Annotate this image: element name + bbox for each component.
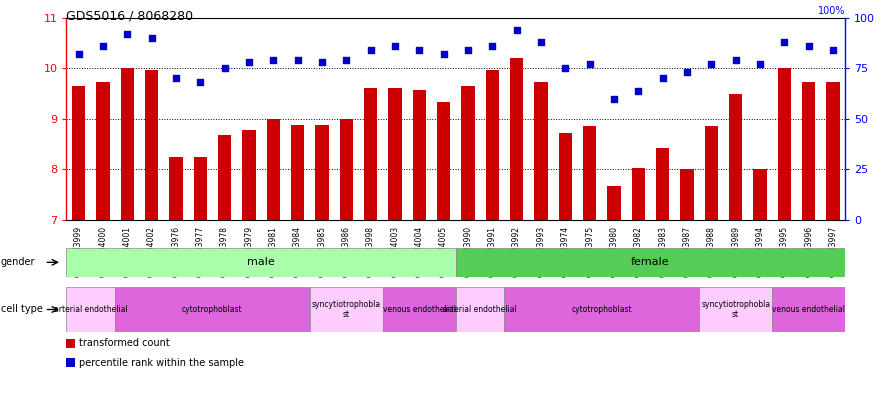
Bar (504, 287, 699, 332)
Bar (729, 94, 743, 220)
Bar (681, 169, 694, 220)
Bar (266, 119, 280, 220)
Point (169, 75, 183, 82)
Text: venous endothelial: venous endothelial (383, 305, 456, 314)
Text: cytotrophoblast: cytotrophoblast (572, 305, 632, 314)
Text: syncytiotrophobla
st: syncytiotrophobla st (701, 300, 770, 319)
Bar (66, 339, 75, 348)
Text: GDS5016 / 8068280: GDS5016 / 8068280 (66, 10, 194, 23)
Bar (486, 70, 499, 220)
Bar (461, 86, 474, 220)
Point (96, 43, 110, 49)
Bar (291, 125, 304, 220)
Point (364, 47, 378, 53)
Point (802, 43, 816, 49)
Bar (66, 248, 456, 277)
Bar (753, 169, 766, 220)
Text: arterial endothelial: arterial endothelial (443, 305, 517, 314)
Point (704, 61, 719, 67)
Text: syncytiotrophobla
st: syncytiotrophobla st (312, 300, 381, 319)
Bar (510, 58, 523, 220)
Point (218, 65, 232, 72)
Bar (437, 102, 450, 220)
Bar (699, 287, 772, 332)
Text: cytotrophoblast: cytotrophoblast (182, 305, 242, 314)
Bar (412, 90, 426, 220)
Point (120, 31, 135, 37)
Bar (802, 83, 815, 220)
Bar (827, 83, 840, 220)
Point (461, 47, 475, 53)
Bar (340, 119, 353, 220)
Bar (558, 133, 572, 220)
Text: female: female (631, 257, 670, 267)
Text: venous endothelial: venous endothelial (773, 305, 845, 314)
Point (315, 59, 329, 65)
Point (534, 39, 548, 45)
Bar (310, 287, 382, 332)
Point (485, 43, 499, 49)
Bar (66, 287, 115, 332)
Bar (120, 68, 134, 220)
Bar (315, 125, 328, 220)
Bar (72, 86, 85, 220)
Point (826, 47, 840, 53)
Point (72, 51, 86, 57)
Point (607, 95, 621, 102)
Bar (115, 287, 310, 332)
Bar (772, 287, 845, 332)
Bar (194, 157, 207, 220)
Bar (456, 287, 504, 332)
Bar (242, 130, 256, 220)
Bar (778, 68, 791, 220)
Point (510, 27, 524, 33)
Bar (704, 127, 718, 220)
Point (193, 79, 207, 86)
Bar (364, 88, 377, 220)
Point (558, 65, 573, 72)
Point (290, 57, 304, 63)
Bar (535, 83, 548, 220)
Text: transformed count: transformed count (79, 338, 170, 349)
Bar (607, 185, 620, 220)
Point (631, 87, 645, 94)
Point (680, 69, 694, 75)
Bar (218, 135, 231, 220)
Bar (389, 88, 402, 220)
Bar (456, 248, 845, 277)
Bar (656, 148, 669, 220)
Text: arterial endothelial: arterial endothelial (54, 305, 127, 314)
Text: cell type: cell type (1, 305, 42, 314)
Bar (632, 169, 645, 220)
Point (436, 51, 450, 57)
Bar (96, 83, 110, 220)
Bar (583, 127, 596, 220)
Text: percentile rank within the sample: percentile rank within the sample (79, 358, 243, 368)
Bar (169, 157, 182, 220)
Point (656, 75, 670, 82)
Point (777, 39, 791, 45)
Text: 100%: 100% (818, 6, 845, 16)
Point (242, 59, 256, 65)
Point (582, 61, 596, 67)
Text: male: male (247, 257, 275, 267)
Point (388, 43, 402, 49)
Bar (66, 358, 75, 367)
Point (728, 57, 743, 63)
Text: gender: gender (1, 257, 35, 267)
Point (753, 61, 767, 67)
Point (144, 35, 158, 41)
Point (412, 47, 427, 53)
Bar (145, 70, 158, 220)
Point (266, 57, 281, 63)
Point (339, 57, 353, 63)
Bar (382, 287, 456, 332)
